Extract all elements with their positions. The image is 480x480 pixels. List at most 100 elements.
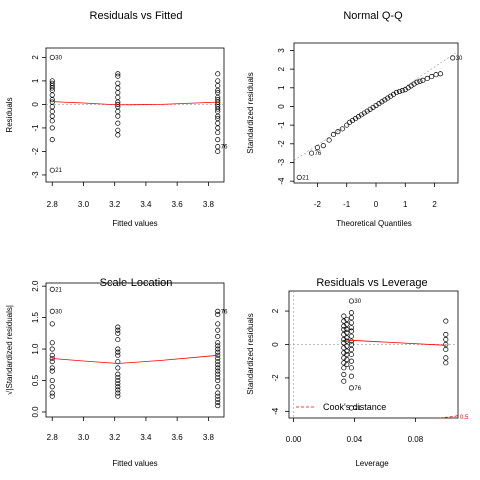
point-label: 21 bbox=[55, 168, 62, 174]
data-point bbox=[215, 125, 221, 131]
data-point bbox=[115, 387, 121, 393]
data-point bbox=[326, 137, 332, 143]
data-point bbox=[215, 346, 221, 352]
data-point bbox=[443, 336, 449, 343]
point-label: 30 bbox=[456, 56, 463, 62]
data-point bbox=[115, 80, 121, 86]
data-point bbox=[215, 106, 221, 112]
data-point bbox=[49, 352, 55, 358]
data-point bbox=[49, 365, 55, 371]
x-tick-label: -2 bbox=[314, 200, 322, 209]
data-point bbox=[417, 78, 423, 84]
y-tick-label: -3 bbox=[31, 171, 40, 179]
data-point bbox=[215, 148, 221, 154]
data-point bbox=[215, 368, 221, 374]
data-point bbox=[215, 78, 221, 84]
y-tick-label: -1 bbox=[31, 124, 40, 132]
data-point bbox=[344, 330, 350, 336]
data-point bbox=[320, 143, 326, 149]
data-point bbox=[344, 343, 350, 349]
x-tick-label: 0.04 bbox=[347, 435, 363, 444]
panel3-marks: 2.8 3.0 3.2 3.4 3.6 3.8 0.0 0.5 1.0 1.5 2.0 21 30 76 bbox=[31, 280, 228, 442]
data-point bbox=[115, 390, 121, 396]
smoother-line bbox=[52, 101, 218, 106]
data-point bbox=[115, 73, 121, 79]
data-point bbox=[115, 349, 121, 355]
data-point bbox=[115, 365, 121, 371]
panel4-y-axis-label: Standardized residuals bbox=[246, 313, 255, 394]
panel1-marks: 2.8 3.0 3.2 3.4 3.6 3.8 -3 -2 -1 0 1 2 30 21 76 bbox=[31, 55, 228, 209]
data-point bbox=[49, 346, 55, 352]
data-point bbox=[115, 85, 121, 91]
data-point bbox=[348, 298, 354, 304]
y-tick-label: 2 bbox=[31, 55, 40, 60]
panel2-y-axis-label: Standardized residuals bbox=[246, 72, 255, 153]
x-tick-label: 3.4 bbox=[140, 200, 152, 209]
x-tick-label: 3.8 bbox=[203, 433, 215, 442]
data-point bbox=[49, 321, 55, 327]
x-tick-label: 3.0 bbox=[78, 433, 90, 442]
data-point bbox=[49, 393, 55, 399]
data-point bbox=[215, 371, 221, 377]
y-tick-label: 2 bbox=[277, 66, 286, 71]
x-tick-label: 3.6 bbox=[172, 433, 184, 442]
data-point bbox=[115, 346, 121, 352]
data-point bbox=[49, 368, 55, 374]
data-point bbox=[215, 355, 221, 362]
point-label: 30 bbox=[354, 299, 361, 305]
data-point bbox=[215, 340, 221, 346]
y-tick-label: -1 bbox=[277, 121, 286, 129]
data-point bbox=[309, 150, 315, 156]
data-point bbox=[49, 85, 55, 91]
x-tick-label: 3.4 bbox=[140, 433, 152, 442]
data-point bbox=[215, 349, 221, 355]
y-tick-label: -2 bbox=[271, 374, 280, 382]
data-point bbox=[296, 174, 302, 180]
data-point bbox=[115, 324, 121, 330]
data-point bbox=[115, 374, 121, 380]
panel-scale-location: Scale-Location 2.8 3.0 3.2 3.4 3.6 3.80.00.51… bbox=[5, 277, 228, 468]
panel2-marks: -2 -1 0 1 2 -4 -3 -2 -1 0 1 2 3 30 76 21 bbox=[277, 48, 463, 209]
data-point bbox=[344, 122, 350, 128]
data-point bbox=[443, 355, 449, 361]
qq-reference-line bbox=[293, 51, 459, 161]
y-tick-label: 1.5 bbox=[31, 311, 40, 323]
data-point bbox=[341, 372, 347, 378]
point-label: 21 bbox=[302, 175, 309, 181]
data-point bbox=[115, 381, 121, 387]
smoother-line bbox=[52, 354, 218, 364]
panel3-x-axis-label: Fitted values bbox=[112, 459, 157, 468]
data-point bbox=[49, 125, 55, 131]
data-point bbox=[215, 384, 221, 390]
data-point bbox=[341, 365, 347, 371]
data-point bbox=[341, 323, 347, 329]
data-point bbox=[348, 385, 354, 391]
data-point bbox=[49, 390, 55, 396]
panel-residuals-vs-fitted: Residuals vs Fitted 2.8 3.0 3.2 3.4 3.6 3.8 -3… bbox=[5, 10, 228, 228]
data-point bbox=[341, 318, 347, 324]
point-label: 21 bbox=[354, 406, 361, 412]
data-point bbox=[215, 144, 221, 150]
y-tick-label: 0 bbox=[271, 342, 280, 347]
data-point bbox=[339, 126, 345, 132]
data-point bbox=[420, 77, 426, 83]
data-point bbox=[49, 167, 55, 173]
data-point bbox=[215, 321, 221, 327]
data-point bbox=[341, 345, 347, 351]
data-point bbox=[215, 333, 221, 340]
data-point bbox=[341, 360, 347, 366]
y-tick-label: -3 bbox=[277, 158, 286, 166]
data-point bbox=[314, 144, 320, 151]
data-point bbox=[49, 384, 55, 390]
x-tick-label: 1 bbox=[403, 200, 408, 209]
data-point bbox=[341, 326, 347, 332]
data-point bbox=[215, 390, 221, 396]
y-tick-label: -4 bbox=[271, 407, 280, 415]
data-point bbox=[215, 377, 221, 384]
y-tick-label: -4 bbox=[277, 177, 286, 185]
y-tick-label: 1.0 bbox=[31, 343, 40, 355]
data-point bbox=[344, 356, 350, 363]
panel3-plot-frame bbox=[45, 282, 225, 418]
data-point bbox=[49, 92, 55, 98]
